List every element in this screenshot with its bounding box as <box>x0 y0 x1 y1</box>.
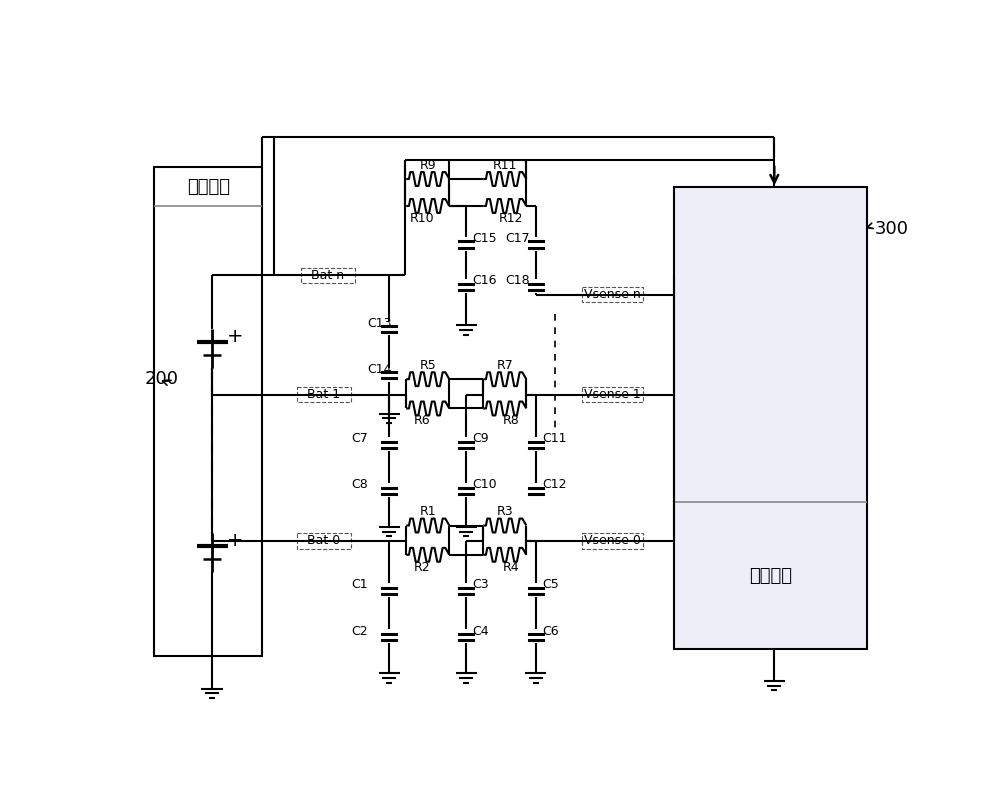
Text: +: + <box>227 328 244 347</box>
Text: Vsense 1: Vsense 1 <box>584 388 641 401</box>
Text: C6: C6 <box>542 625 558 637</box>
Bar <box>301 267 355 283</box>
Text: C5: C5 <box>542 578 559 591</box>
Text: R10: R10 <box>409 211 434 225</box>
Text: C12: C12 <box>542 478 566 491</box>
Bar <box>674 187 867 648</box>
Text: R11: R11 <box>493 159 517 171</box>
Text: C15: C15 <box>472 232 497 244</box>
Text: Bat 0: Bat 0 <box>307 534 340 547</box>
Text: Bat 1: Bat 1 <box>307 388 340 401</box>
Bar <box>582 533 643 549</box>
Text: R5: R5 <box>419 359 436 372</box>
Text: R1: R1 <box>419 505 436 518</box>
Text: 采样芯片: 采样芯片 <box>749 567 792 585</box>
Text: R6: R6 <box>413 414 430 428</box>
Text: 电芯模组: 电芯模组 <box>187 178 230 196</box>
Bar <box>297 387 351 402</box>
Text: 200: 200 <box>144 370 178 388</box>
Text: C13: C13 <box>368 317 392 329</box>
Text: R12: R12 <box>499 211 523 225</box>
Text: C7: C7 <box>351 432 368 445</box>
Text: C10: C10 <box>472 478 497 491</box>
Text: Vsense 0: Vsense 0 <box>584 534 641 547</box>
Text: C16: C16 <box>472 274 497 287</box>
Text: R7: R7 <box>496 359 513 372</box>
Text: C18: C18 <box>505 274 529 287</box>
Text: C8: C8 <box>351 478 368 491</box>
Text: C3: C3 <box>472 578 489 591</box>
Text: R3: R3 <box>496 505 513 518</box>
Bar <box>154 167 262 656</box>
Bar <box>582 387 643 402</box>
Text: Vsense n: Vsense n <box>584 288 641 301</box>
Text: Bat n: Bat n <box>311 269 344 281</box>
Text: C2: C2 <box>351 625 368 637</box>
Text: 300: 300 <box>874 220 908 238</box>
Text: C9: C9 <box>472 432 489 445</box>
Text: C11: C11 <box>542 432 566 445</box>
Bar <box>297 533 351 549</box>
Text: R2: R2 <box>413 560 430 574</box>
Text: R9: R9 <box>419 159 436 171</box>
Text: C4: C4 <box>472 625 489 637</box>
Text: C14: C14 <box>368 362 392 376</box>
Text: R4: R4 <box>503 560 519 574</box>
Text: C1: C1 <box>351 578 368 591</box>
Text: R8: R8 <box>503 414 519 428</box>
Bar <box>582 287 643 303</box>
Text: +: + <box>227 531 244 550</box>
Text: C17: C17 <box>505 232 529 244</box>
